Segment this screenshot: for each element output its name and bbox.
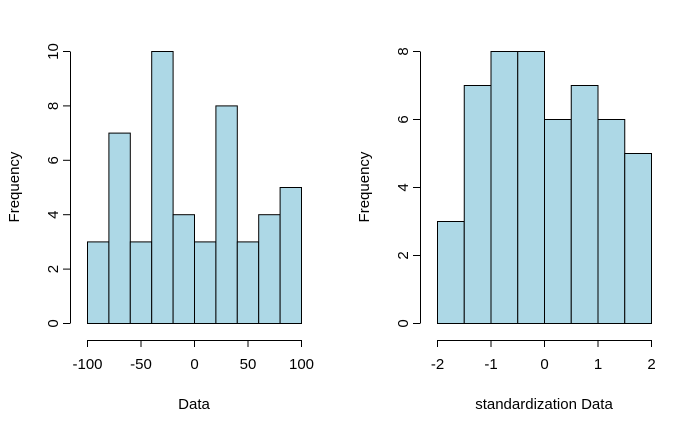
y-tick-label: 6 [45,156,62,164]
y-tick-label: 10 [45,43,62,60]
y-tick-label: 8 [45,102,62,110]
histogram-bar [624,153,652,324]
x-tick-label: -50 [130,356,152,373]
histogram-bar [87,241,110,324]
histogram-bar [597,119,626,324]
y-tick-label: 6 [395,115,412,123]
y-axis-title: Frequency [356,151,373,222]
x-tick-label: 0 [540,356,548,373]
x-tick-label: 1 [594,356,602,373]
y-tick-label: 2 [395,251,412,259]
histogram-bar [490,51,519,324]
x-axis: -2 -1 0 1 2 [431,340,656,373]
x-tick-label: -100 [72,356,102,373]
x-tick-label: -1 [484,356,497,373]
histogram-bar [151,51,174,324]
y-tick-label: 4 [45,211,62,219]
histogram-bar [517,51,545,324]
histogram-bar [437,221,465,324]
histogram-panel-left: -100 -50 0 50 100 0 2 4 6 8 10 Data Frequency [6,43,314,413]
bars-group [87,51,303,325]
x-tick-label: -2 [431,356,444,373]
x-axis-title: Data [178,396,210,413]
y-tick-label: 4 [395,183,412,191]
y-tick-label: 0 [395,319,412,327]
histogram-panel-right: -2 -1 0 1 2 0 2 4 6 8 standardization Data Frequ… [356,47,656,413]
y-axis-title: Frequency [6,151,23,222]
histogram-bar [258,214,281,324]
histogram-bar [544,119,572,324]
y-axis: 0 2 4 6 8 10 [45,43,71,328]
x-axis: -100 -50 0 50 100 [72,340,314,373]
y-tick-label: 2 [45,265,62,273]
histogram-bar [215,105,238,325]
x-tick-label: 50 [240,356,257,373]
histogram-bar [570,85,599,324]
bars-group [437,51,652,324]
histogram-bar [108,132,131,324]
histogram-bar [129,241,153,324]
y-axis: 0 2 4 6 8 [395,47,421,328]
histogram-bar [279,187,303,324]
x-tick-label: 0 [190,356,198,373]
x-axis-title: standardization Data [475,396,613,413]
y-tick-label: 8 [395,47,412,55]
y-tick-label: 0 [45,319,62,327]
histogram-bar [172,214,196,324]
x-tick-label: 2 [647,356,655,373]
x-tick-label: 100 [289,356,314,373]
histogram-bar [463,85,492,324]
histogram-bar [236,241,260,324]
histogram-bar [194,241,217,324]
